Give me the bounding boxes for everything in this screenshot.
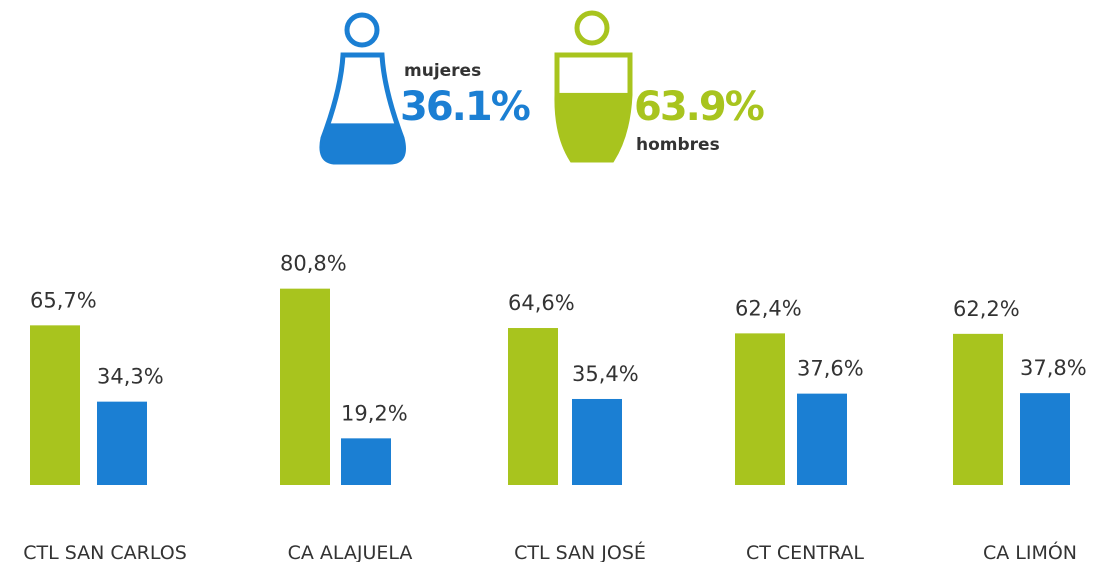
bar: [572, 398, 622, 485]
category-label: CA LIMÓN: [983, 540, 1077, 562]
value-label: 34,3%: [97, 365, 164, 389]
value-label: 62,2%: [953, 297, 1020, 321]
value-label: 19,2%: [341, 401, 408, 425]
men-total: 63.9%: [634, 84, 764, 130]
bar: [735, 333, 785, 485]
value-label: 37,8%: [1020, 356, 1087, 380]
value-label: 35,4%: [572, 362, 639, 386]
men-label: hombres: [636, 135, 720, 155]
category-label: CT CENTRAL: [746, 542, 864, 562]
icon-head: [344, 12, 380, 48]
icon-head: [574, 10, 610, 46]
bar: [953, 333, 1003, 485]
icon-fill: [556, 92, 630, 160]
category-label: CA ALAJUELA: [288, 542, 413, 562]
value-label: 37,6%: [797, 357, 864, 381]
value-label: 65,7%: [30, 288, 97, 312]
value-label: 80,8%: [280, 252, 347, 276]
bar: [30, 325, 80, 485]
value-label: 64,6%: [508, 291, 575, 315]
women-total: 36.1%: [400, 84, 530, 130]
category-label: CTL SAN CARLOS: [23, 542, 187, 562]
bar: [280, 288, 330, 485]
bar: [797, 393, 847, 485]
bar: [1020, 393, 1070, 485]
bar: [341, 438, 391, 485]
women-label: mujeres: [404, 61, 481, 81]
category-label: CTL SAN JOSÉ: [514, 541, 646, 562]
icon-fill: [321, 123, 404, 162]
bar: [97, 401, 147, 485]
bar: [508, 328, 558, 485]
value-label: 62,4%: [735, 296, 802, 320]
